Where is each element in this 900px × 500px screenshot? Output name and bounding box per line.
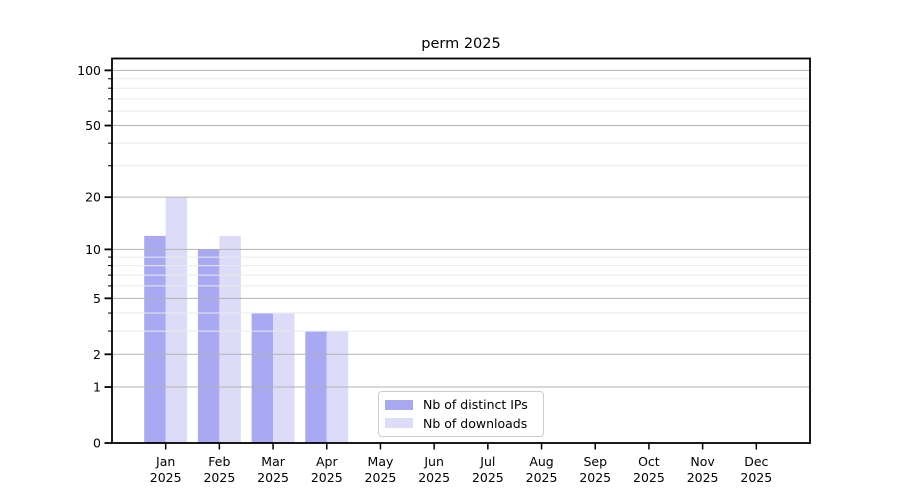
x-tick-label-month: Jun [423, 454, 444, 469]
x-tick-label-year: 2025 [203, 470, 235, 485]
chart-title: perm 2025 [421, 36, 501, 52]
legend-label-distinct-ips: Nb of distinct IPs [423, 397, 528, 413]
legend-item-distinct-ips: Nb of distinct IPs [385, 397, 535, 412]
y-tick-label: 1 [93, 380, 101, 395]
x-tick-label-month: Jul [479, 454, 495, 469]
y-tick-label: 50 [85, 118, 101, 133]
x-tick-label-month: Oct [638, 454, 660, 469]
bar-nb-of-downloads-feb [219, 235, 241, 443]
legend-swatch-distinct-ips [385, 400, 413, 410]
x-tick-label-month: Dec [744, 454, 768, 469]
bar-nb-of-distinct-ips-mar [251, 313, 274, 443]
x-tick-label-month: May [368, 454, 394, 469]
x-tick-label-year: 2025 [472, 470, 504, 485]
x-tick-label-month: Aug [529, 454, 553, 469]
y-tick-label: 20 [85, 190, 101, 205]
plot-frame [111, 57, 811, 444]
x-tick-label-month: Apr [316, 454, 338, 469]
x-tick-label-year: 2025 [418, 470, 450, 485]
x-tick-label-month: Mar [261, 454, 285, 469]
bar-nb-of-distinct-ips-jan [144, 235, 166, 443]
x-tick-label-year: 2025 [579, 470, 611, 485]
y-tick-label: 100 [77, 63, 101, 78]
y-tick-label: 5 [93, 291, 101, 306]
x-tick-label-year: 2025 [740, 470, 772, 485]
x-tick-label-month: Sep [583, 454, 607, 469]
x-tick-label-year: 2025 [150, 470, 182, 485]
x-tick-label-year: 2025 [257, 470, 289, 485]
y-tick-label: 10 [85, 242, 101, 257]
bar-nb-of-distinct-ips-feb [197, 249, 220, 443]
x-tick-label-year: 2025 [311, 470, 343, 485]
x-tick-label-month: Feb [208, 454, 230, 469]
x-tick-label-year: 2025 [633, 470, 665, 485]
labels-layer: 0125102050100Jan2025Feb2025Mar2025Apr202… [77, 63, 772, 485]
bar-nb-of-downloads-jan [165, 197, 188, 443]
x-tick-label-month: Jan [155, 454, 175, 469]
bars-layer [144, 197, 349, 443]
legend-label-downloads: Nb of downloads [423, 415, 528, 431]
y-tick-label: 0 [93, 436, 101, 451]
y-tick-label: 2 [93, 347, 101, 362]
legend-box: Nb of distinct IPs Nb of downloads [378, 391, 544, 437]
grid-layer [113, 69, 809, 388]
legend-swatch-downloads [385, 418, 413, 428]
axes-layer [104, 57, 811, 450]
x-tick-label-year: 2025 [365, 470, 397, 485]
x-tick-label-year: 2025 [526, 470, 558, 485]
bar-nb-of-downloads-mar [273, 313, 295, 443]
x-tick-label-year: 2025 [687, 470, 719, 485]
legend-item-downloads: Nb of downloads [385, 416, 535, 431]
x-tick-label-month: Nov [690, 454, 715, 469]
